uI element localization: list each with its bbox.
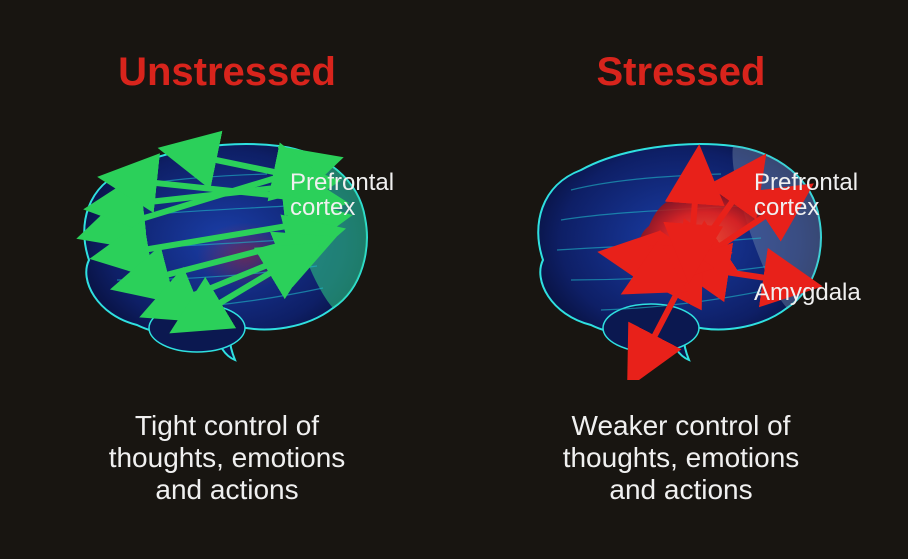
caption-right-l2: thoughts, emotions (563, 442, 800, 473)
brain-stressed-wrap: Prefrontal cortex Amygdala (454, 130, 908, 390)
caption-unstressed: Tight control of thoughts, emotions and … (0, 410, 454, 507)
pfc-label-right-l2: cortex (754, 194, 819, 221)
title-stressed: Stressed (454, 50, 908, 95)
panel-stressed: Stressed (454, 0, 908, 559)
amygdala-label: Amygdala (754, 280, 861, 305)
caption-left-l3: and actions (155, 474, 298, 505)
panel-unstressed: Unstressed (0, 0, 454, 559)
brain-unstressed-svg (67, 130, 387, 380)
caption-stressed: Weaker control of thoughts, emotions and… (454, 410, 908, 507)
cerebellum (149, 304, 245, 352)
brain-unstressed-wrap: Prefrontal cortex (0, 130, 454, 390)
pfc-label-right-l1: Prefrontal (754, 169, 858, 196)
pfc-label-left: Prefrontal cortex (290, 170, 394, 220)
caption-right-l3: and actions (609, 474, 752, 505)
title-unstressed: Unstressed (0, 50, 454, 95)
caption-left-l1: Tight control of (135, 410, 319, 441)
pfc-label-left-l1: Prefrontal (290, 169, 394, 196)
caption-left-l2: thoughts, emotions (109, 442, 346, 473)
caption-right-l1: Weaker control of (572, 410, 791, 441)
pfc-label-left-l2: cortex (290, 194, 355, 221)
brain-stressed-svg (521, 130, 841, 380)
pfc-label-right: Prefrontal cortex (754, 170, 858, 220)
